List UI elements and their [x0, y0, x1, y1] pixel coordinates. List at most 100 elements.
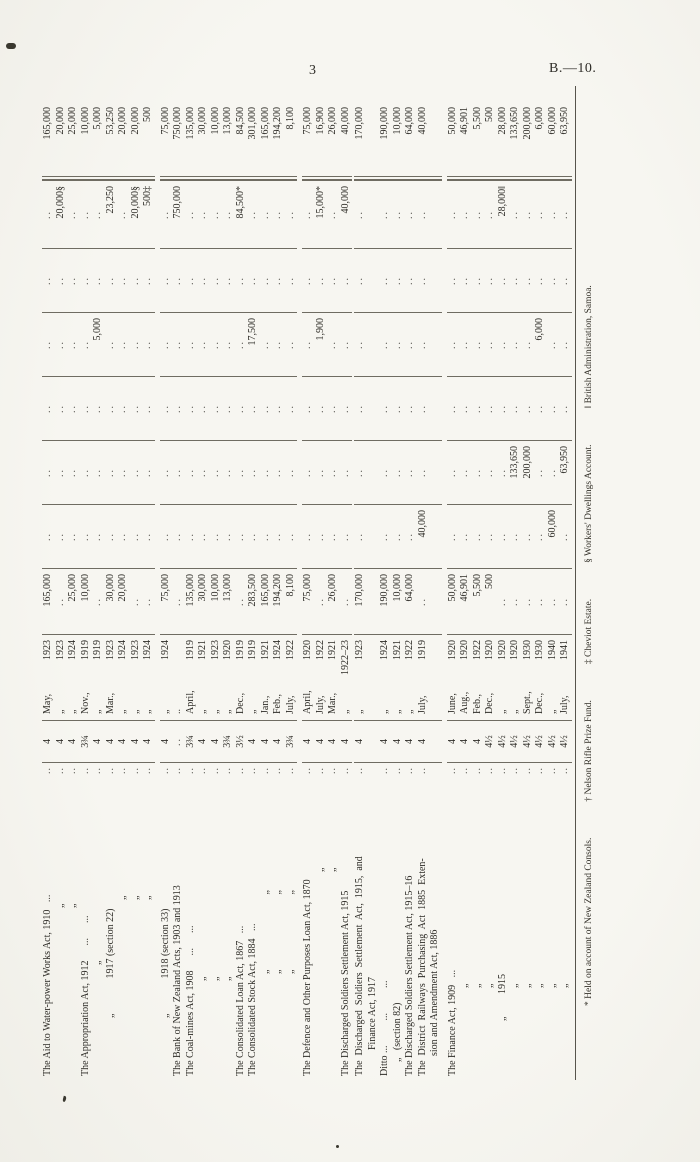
act-name-cell: The Aid to Water-power Works Act, 1910 .…: [42, 762, 55, 1080]
total-cell: 64,000: [404, 102, 417, 180]
footnote-item: * Held on account of New Zealand Consols…: [583, 837, 594, 1006]
leader-dots: ..: [54, 767, 66, 774]
amount-cell: ..: [117, 180, 130, 248]
date-year: 1941: [559, 640, 570, 660]
date-year: 1924: [142, 640, 153, 660]
act-name-text: The Discharged Soldiers Settlement Act, …: [404, 875, 415, 1076]
date-cell: „ 1921: [197, 634, 210, 720]
amount-cell: ..: [247, 376, 260, 440]
amount-cell: ..: [79, 312, 92, 376]
amount-cell: ..: [67, 504, 80, 568]
amount-cell: ..: [379, 312, 392, 376]
table-row: „.. 4 „ 1924 20,000............ 20,000: [117, 86, 130, 1080]
amount-cell: ..: [546, 312, 559, 376]
date-year: 1920: [484, 640, 495, 660]
amount-cell: ..: [559, 312, 572, 376]
total-cell: 190,000: [379, 102, 392, 180]
amount-cell: ..: [327, 440, 340, 504]
amount-cell: 6,000: [534, 312, 547, 376]
rate-cell: 4½: [484, 720, 497, 762]
amount-cell: ..: [509, 312, 522, 376]
act-name-cell: „..: [484, 762, 497, 1080]
date-month: Nov.,: [79, 692, 91, 714]
date-month: „: [142, 709, 153, 714]
rate-cell: 3½: [234, 720, 247, 762]
table-row: „ 1918 (section 33).. 4 „ 1924 75,000.......…: [159, 86, 172, 1080]
act-name-cell: The Bank of New Zealand Acts, 1903 and 1…: [172, 762, 185, 1080]
leader-dots: ..: [79, 767, 91, 774]
date-month: „: [129, 709, 141, 714]
date-year: 1921: [197, 640, 208, 660]
leader-dots: ..: [546, 767, 558, 774]
amount-cell: ..: [446, 504, 459, 568]
act-name-cell: The Consolidated Stock Act, 1884 .....: [247, 762, 260, 1080]
amount-cell: ..: [129, 312, 142, 376]
date-year: 1921: [327, 640, 338, 660]
amount-cell: 5,000: [92, 312, 105, 376]
date-year: 1919: [247, 640, 258, 660]
amount-cell: ..: [509, 568, 522, 634]
amount-cell: ..: [416, 180, 442, 248]
date-cell: Mar., 1921: [327, 634, 340, 720]
date-cell: Feb., 1922: [471, 634, 484, 720]
date-year: 1921: [259, 640, 271, 660]
date-year: 1920: [509, 640, 520, 660]
act-name-text: „: [142, 895, 153, 900]
amount-cell: ..: [117, 504, 130, 568]
amount-cell: ..: [247, 248, 260, 312]
amount-cell: ..: [209, 180, 222, 248]
amount-cell: ..: [197, 180, 210, 248]
date-cell: Dec., 1919: [234, 634, 247, 720]
amount-cell: 13,000: [222, 568, 235, 634]
date-cell: July, 1941: [559, 634, 572, 720]
amount-cell: ..: [184, 248, 197, 312]
amount-cell: ..: [159, 180, 172, 248]
amount-cell: ..: [339, 376, 352, 440]
amount-cell: ..: [222, 376, 235, 440]
rate-cell: 3¾: [222, 720, 235, 762]
amount-cell: ..: [184, 180, 197, 248]
total-cell: 20,000: [117, 102, 130, 180]
amount-cell: ..: [272, 312, 285, 376]
act-name-text: „: [509, 983, 520, 988]
amount-cell: ..: [339, 312, 352, 376]
date-cell: „ 1924: [142, 634, 155, 720]
act-name-text: „: [534, 983, 545, 988]
total-cell: 5,500: [471, 102, 484, 180]
amount-cell: ..: [129, 248, 142, 312]
rate-cell: 4½: [546, 720, 559, 762]
amount-cell: 63,950: [559, 440, 572, 504]
act-name-cell: The Finance Act, 1909 .....: [446, 762, 459, 1080]
amount-cell: ..: [546, 248, 559, 312]
amount-cell: ..: [209, 248, 222, 312]
table-row: „.. 4½ Sept., 1930.... 200,000........ 200,00…: [521, 86, 534, 1080]
rate-cell: 4: [142, 720, 155, 762]
rate-cell: 3¾: [79, 720, 92, 762]
amount-cell: ..: [54, 568, 67, 634]
amount-cell: 8,100: [284, 568, 297, 634]
table-row: The Coal-mines Act, 1908 ... ..... 3¾ Apri…: [184, 86, 197, 1080]
date-year: 1920: [459, 640, 470, 660]
rate-cell: 4: [314, 720, 327, 762]
total-cell: 194,200: [272, 102, 285, 180]
date-cell: ..: [172, 634, 185, 720]
total-cell: 25,000: [67, 102, 80, 180]
leader-dots: ..: [259, 767, 271, 774]
table-row: „.. 4 Mar., 1921 26,000............ 26,000: [327, 86, 340, 1080]
leader-dots: ..: [327, 767, 338, 774]
amount-cell: 25,000: [67, 568, 80, 634]
footnote-item: † Nelson Rifle Prize Fund.: [583, 700, 594, 802]
date-year: 1924: [272, 640, 283, 660]
amount-cell: ..: [129, 568, 142, 634]
amount-cell: ..: [197, 312, 210, 376]
amount-cell: ..: [117, 440, 130, 504]
date-cell: Dec., 1930: [534, 634, 547, 720]
leader-dots: ..: [302, 767, 313, 774]
amount-cell: ..: [234, 568, 247, 634]
act-name-text: „ „: [272, 890, 283, 974]
amount-cell: ..: [416, 568, 442, 634]
date-month: Dec.,: [234, 692, 246, 714]
date-cell: „ 1923: [129, 634, 142, 720]
table-row: The Aid to Water-power Works Act, 1910 .…: [42, 86, 55, 1080]
amount-cell: 75,000: [302, 568, 315, 634]
